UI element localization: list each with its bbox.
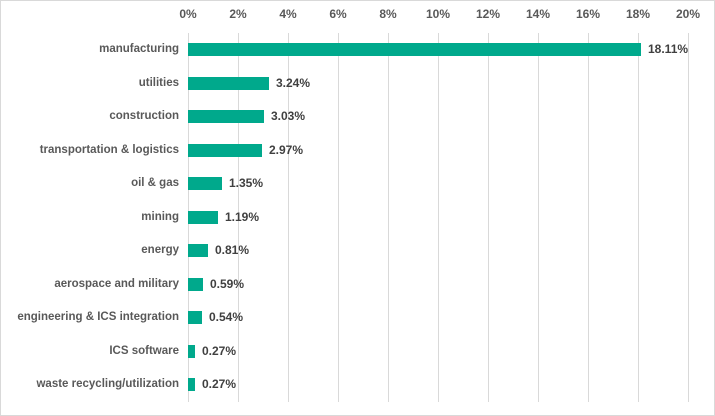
x-axis-tick-label: 18% [625, 7, 651, 21]
category-label: energy [141, 244, 179, 257]
x-axis-tick-label: 8% [379, 7, 397, 21]
x-axis-tick-label: 14% [525, 7, 551, 21]
value-label: 1.19% [225, 209, 260, 224]
bar-row: engineering & ICS integration 0.54% [17, 301, 688, 335]
gridline [588, 33, 589, 402]
bar [188, 344, 195, 358]
bar-row: aerospace and military 0.59% [54, 268, 688, 302]
category-label: ICS software [109, 344, 179, 357]
bar [188, 43, 641, 56]
bar-row: ICS software 0.27% [109, 335, 688, 369]
bar-row: energy 0.81% [141, 234, 688, 268]
category-label: aerospace and military [54, 277, 179, 290]
x-axis-tick-label: 12% [475, 7, 501, 21]
bar-row: waste recycling/utilization 0.27% [36, 368, 688, 402]
value-label: 0.27% [202, 343, 237, 358]
bar-row: manufacturing 18.11% [99, 33, 689, 67]
value-label: 0.81% [215, 243, 250, 258]
plot-area: manufacturing 18.11% utilities 3.24% constru… [17, 33, 689, 402]
x-axis-tick-label: 4% [279, 7, 297, 21]
value-label: 0.54% [209, 310, 244, 325]
bar [188, 110, 264, 124]
value-label: 3.24% [276, 75, 311, 90]
category-label: mining [141, 210, 179, 223]
category-label: waste recycling/utilization [36, 378, 179, 391]
category-label: manufacturing [99, 43, 179, 55]
category-label: transportation & logistics [39, 143, 179, 156]
bar-row: utilities 3.24% [139, 67, 688, 101]
gridline [438, 33, 439, 402]
x-axis-tick-label: 6% [329, 7, 347, 21]
x-axis-tick-label: 20% [675, 7, 701, 21]
gridline [688, 33, 689, 402]
gridline [538, 33, 539, 402]
bar [188, 277, 203, 291]
category-label: oil & gas [131, 177, 179, 190]
gridline [288, 33, 289, 402]
x-axis-tick-label: 16% [575, 7, 601, 21]
bar [188, 177, 222, 191]
bar-row: construction 3.03% [109, 100, 688, 134]
bar [188, 143, 262, 157]
category-label: utilities [138, 76, 179, 89]
x-axis-tick-label: 2% [229, 7, 247, 21]
gridline [388, 33, 389, 402]
gridline [238, 33, 239, 402]
bar [188, 311, 202, 325]
gridline [488, 33, 489, 402]
gridline [638, 33, 639, 402]
value-label: 2.97% [269, 142, 304, 157]
value-label: 1.35% [229, 176, 264, 191]
bar-row: mining 1.19% [141, 201, 688, 235]
category-label: engineering & ICS integration [17, 311, 179, 324]
bar [188, 378, 195, 392]
bar-row: transportation & logistics 2.97% [40, 134, 688, 168]
value-label: 3.03% [271, 109, 306, 124]
bar-row: oil & gas 1.35% [131, 167, 688, 201]
x-axis-tick-label: 10% [425, 7, 451, 21]
bar [188, 210, 218, 224]
value-label: 18.11% [648, 42, 689, 56]
category-label: construction [109, 110, 179, 123]
value-label: 0.59% [210, 276, 245, 291]
gridline [338, 33, 339, 402]
value-label: 0.27% [202, 377, 237, 392]
bar [188, 76, 269, 90]
bar [188, 244, 208, 258]
x-axis-tick-label: 0% [179, 7, 197, 21]
